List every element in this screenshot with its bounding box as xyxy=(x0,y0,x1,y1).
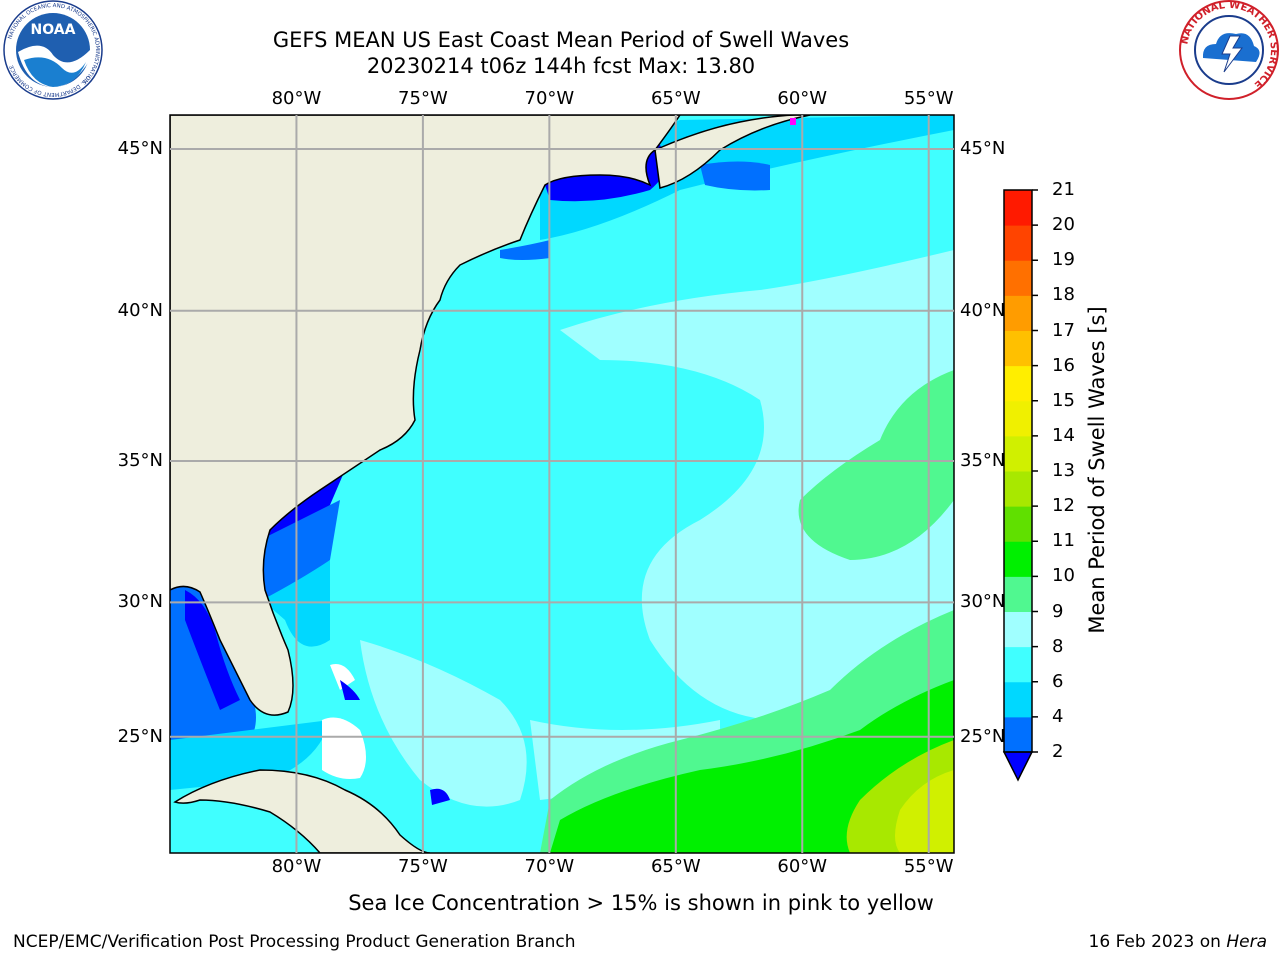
lat-tick-left: 30°N xyxy=(117,591,163,613)
lat-tick-right: 25°N xyxy=(960,725,1006,747)
colorbar-segment xyxy=(1004,400,1032,437)
colorbar xyxy=(1002,189,1038,782)
lon-tick-bottom: 75°W xyxy=(398,856,448,877)
colorbar-tick-label: 20 xyxy=(1052,214,1075,236)
colorbar-segment xyxy=(1004,646,1032,683)
credit-line: NCEP/EMC/Verification Post Processing Pr… xyxy=(13,932,576,952)
colorbar-tick-label: 4 xyxy=(1052,705,1064,727)
colorbar-tick-label: 10 xyxy=(1052,565,1075,587)
colorbar-tick-label: 17 xyxy=(1052,319,1075,341)
colorbar-tick-label: 14 xyxy=(1052,424,1075,446)
sea-ice-note: Sea Ice Concentration > 15% is shown in … xyxy=(348,891,934,915)
colorbar-tick-label: 6 xyxy=(1052,670,1064,692)
host-name: Hera xyxy=(1226,932,1267,952)
lon-tick-top: 70°W xyxy=(524,88,575,109)
lon-tick-top: 80°W xyxy=(271,88,322,109)
lon-tick-top: 60°W xyxy=(777,88,828,109)
colorbar-segment xyxy=(1004,295,1032,331)
colorbar-segment xyxy=(1004,611,1032,648)
map-frame xyxy=(169,114,955,854)
lat-tick-right: 30°N xyxy=(960,591,1006,613)
lon-tick-top: 55°W xyxy=(903,88,954,109)
land-north-america xyxy=(170,115,681,716)
colorbar-tick-label: 2 xyxy=(1052,741,1064,762)
colorbar-segment xyxy=(1004,471,1032,507)
lon-tick-top: 65°W xyxy=(650,88,701,109)
colorbar-segment xyxy=(1004,681,1032,718)
colorbar-underflow-arrow xyxy=(1002,751,1034,782)
lon-tick-bottom: 65°W xyxy=(650,856,701,877)
nws-logo: NATIONAL WEATHER SERVICE xyxy=(1179,0,1279,100)
lat-tick-right: 40°N xyxy=(960,299,1006,321)
colorbar-segment xyxy=(1004,506,1032,542)
lat-tick-left: 40°N xyxy=(117,299,163,321)
land-cuba xyxy=(173,769,431,853)
colorbar-tick-label: 13 xyxy=(1052,460,1075,481)
colorbar-segment xyxy=(1004,716,1032,753)
sea-ice-marker xyxy=(790,118,796,125)
lat-tick-left: 45°N xyxy=(117,137,163,159)
colorbar-segment xyxy=(1004,260,1032,296)
lon-tick-bottom: 55°W xyxy=(903,856,954,877)
colorbar-tick-label: 16 xyxy=(1052,354,1075,376)
colorbar-segment xyxy=(1004,190,1032,226)
noaa-logo: NOAA NATIONAL OCEANIC AND ATMOSPHERIC AD… xyxy=(3,0,103,100)
colorbar-segment xyxy=(1004,541,1032,577)
lat-tick-right: 35°N xyxy=(960,449,1006,471)
lon-tick-bottom: 60°W xyxy=(777,856,828,877)
lon-tick-top: 75°W xyxy=(398,88,448,109)
colorbar-tick-label: 18 xyxy=(1052,284,1075,306)
colorbar-tick-label: 21 xyxy=(1052,179,1075,200)
colorbar-tick-label: 9 xyxy=(1052,600,1064,622)
contour-10s xyxy=(798,370,954,560)
chart-title: GEFS MEAN US East Coast Mean Period of S… xyxy=(272,28,850,52)
lat-tick-right: 45°N xyxy=(960,137,1006,159)
colorbar-segment xyxy=(1004,576,1032,612)
colorbar-tick-label: 15 xyxy=(1052,389,1075,411)
chart-subtitle: 20230214 t06z 144h fcst Max: 13.80 xyxy=(366,54,756,78)
lon-tick-bottom: 80°W xyxy=(271,856,322,877)
lat-tick-left: 35°N xyxy=(117,449,163,471)
colorbar-segment xyxy=(1004,435,1032,472)
contour-11s xyxy=(550,680,954,853)
colorbar-segment xyxy=(1004,330,1032,367)
colorbar-tick-label: 11 xyxy=(1052,530,1075,552)
colorbar-tick-label: 19 xyxy=(1052,249,1075,271)
colorbar-tick-label: 8 xyxy=(1052,635,1064,657)
colorbar-tick-label: 12 xyxy=(1052,495,1075,517)
lat-tick-left: 25°N xyxy=(117,725,163,747)
colorbar-title: Mean Period of Swell Waves [s] xyxy=(1085,306,1109,634)
no-data-area xyxy=(322,717,366,779)
run-date: 16 Feb 2023 on Hera xyxy=(1088,932,1267,952)
graticule xyxy=(170,115,954,853)
svg-text:NOAA: NOAA xyxy=(31,22,76,38)
colorbar-segment xyxy=(1004,365,1032,402)
colorbar-segment xyxy=(1004,225,1032,261)
lon-tick-bottom: 70°W xyxy=(524,856,575,877)
